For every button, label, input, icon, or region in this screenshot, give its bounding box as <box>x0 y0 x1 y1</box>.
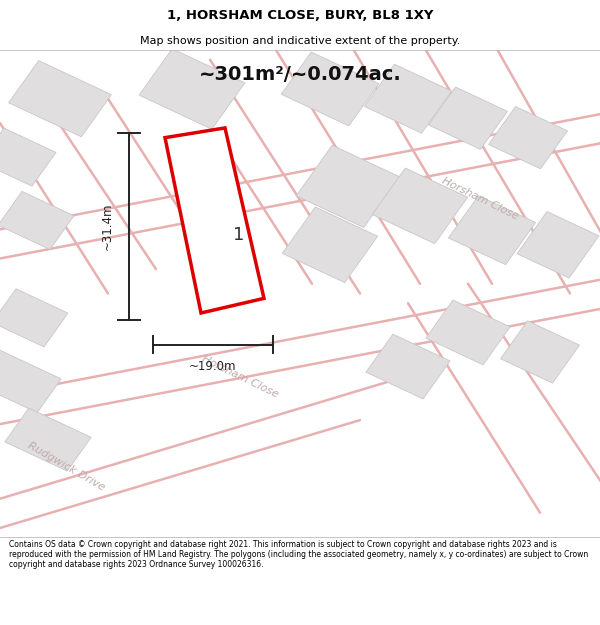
Polygon shape <box>8 61 112 137</box>
Polygon shape <box>165 128 264 313</box>
Polygon shape <box>0 289 68 347</box>
Text: ~19.0m: ~19.0m <box>189 360 237 373</box>
Text: Horsham Close: Horsham Close <box>200 353 280 399</box>
Polygon shape <box>448 196 536 264</box>
Polygon shape <box>281 52 379 126</box>
Polygon shape <box>373 168 467 244</box>
Polygon shape <box>517 211 599 278</box>
Text: 1, HORSHAM CLOSE, BURY, BL8 1XY: 1, HORSHAM CLOSE, BURY, BL8 1XY <box>167 9 433 22</box>
Polygon shape <box>364 64 452 133</box>
Polygon shape <box>426 300 510 365</box>
Polygon shape <box>139 49 245 129</box>
Polygon shape <box>180 159 249 276</box>
Text: ~301m²/~0.074ac.: ~301m²/~0.074ac. <box>199 64 401 84</box>
Text: Rudgwick Drive: Rudgwick Drive <box>26 440 106 493</box>
Polygon shape <box>366 334 450 399</box>
Text: Map shows position and indicative extent of the property.: Map shows position and indicative extent… <box>140 36 460 46</box>
Polygon shape <box>0 349 61 413</box>
Text: ~31.4m: ~31.4m <box>101 202 114 250</box>
Text: Contains OS data © Crown copyright and database right 2021. This information is : Contains OS data © Crown copyright and d… <box>9 539 588 569</box>
Polygon shape <box>0 191 74 249</box>
Polygon shape <box>500 321 580 383</box>
Polygon shape <box>296 145 400 228</box>
Polygon shape <box>283 207 377 282</box>
Polygon shape <box>428 87 508 149</box>
Text: 1: 1 <box>233 226 244 244</box>
Text: Horsham Close: Horsham Close <box>440 176 520 221</box>
Polygon shape <box>0 128 56 186</box>
Polygon shape <box>5 408 91 471</box>
Polygon shape <box>488 106 568 169</box>
